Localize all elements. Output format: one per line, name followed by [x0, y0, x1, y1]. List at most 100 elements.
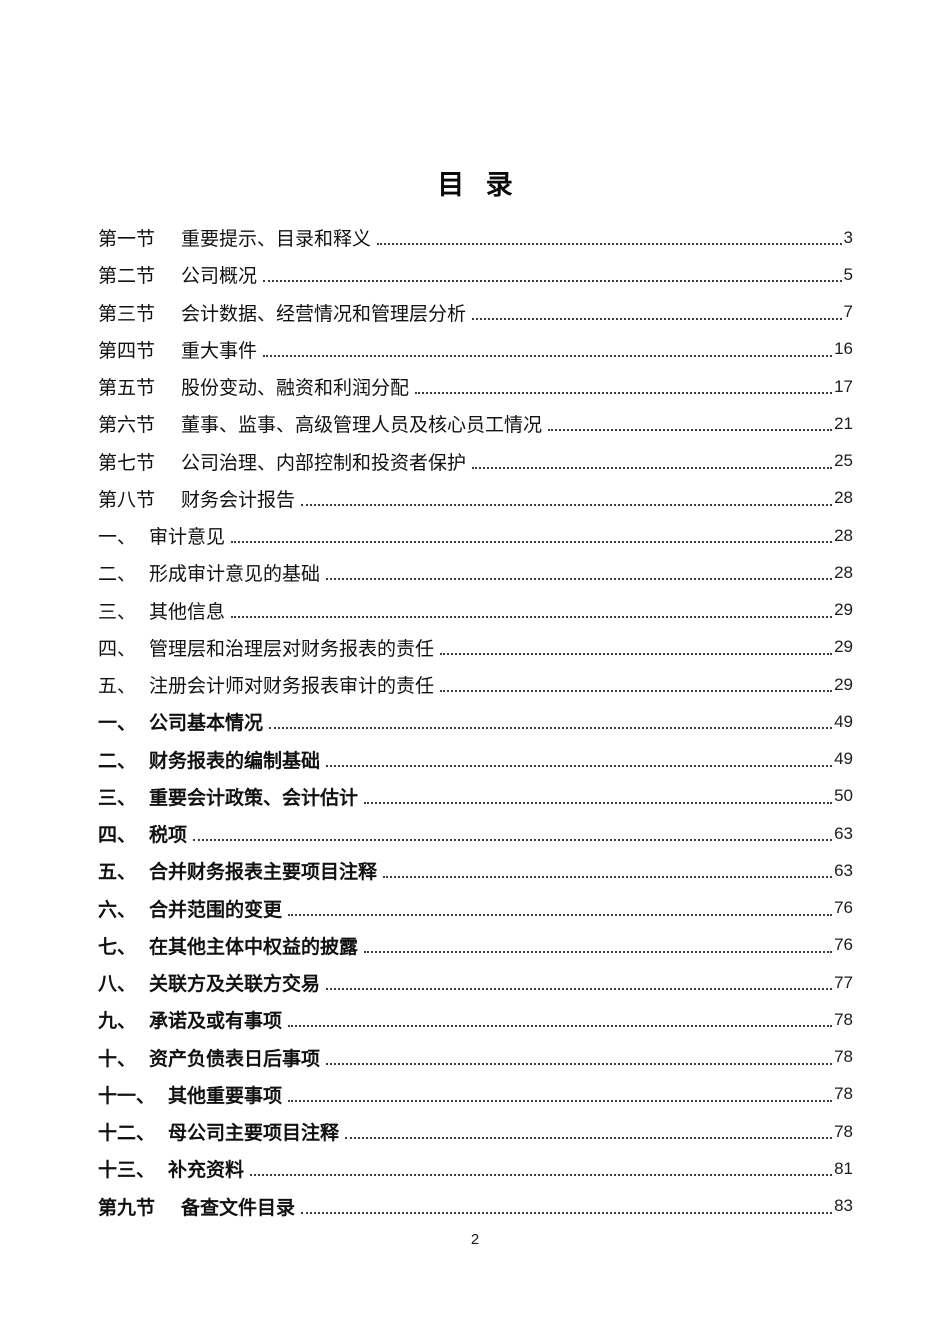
toc-entry-label: 十三、	[98, 1160, 156, 1182]
dot-leader-line	[472, 466, 833, 469]
toc-entry-label: 二、	[98, 564, 137, 586]
dot-leader-line	[231, 541, 833, 544]
table-of-contents: 第一节 重要提示、目录和释义 3 第二节 公司概况 5 第三节 会计数据、经营情…	[98, 219, 853, 1225]
dot-leader-line	[288, 1099, 833, 1102]
footer-page-number: 2	[470, 1231, 480, 1248]
toc-entry-page-number: 63	[834, 860, 853, 880]
toc-entry-label: 第四节	[98, 340, 156, 362]
dot-leader-line	[326, 578, 833, 581]
toc-entry-page-number: 29	[834, 637, 853, 657]
toc-entry-title: 重要提示、目录和释义	[181, 229, 372, 251]
toc-entry-label: 第一节	[98, 229, 156, 251]
toc-entry-label: 一、	[98, 713, 137, 735]
toc-entry-title: 形成审计意见的基础	[149, 564, 321, 586]
toc-entry-page-number: 77	[834, 972, 853, 992]
toc-entry-label: 十、	[98, 1048, 137, 1070]
toc-entry-title: 合并范围的变更	[149, 899, 283, 921]
toc-entry[interactable]: 第八节 财务会计报告 28	[98, 480, 853, 517]
toc-entry-title: 公司治理、内部控制和投资者保护	[181, 452, 467, 474]
toc-entry[interactable]: 十一、 其他重要事项 78	[98, 1076, 853, 1113]
dot-leader-line	[231, 615, 833, 618]
dot-leader-line	[548, 429, 833, 432]
toc-entry[interactable]: 十、 资产负债表日后事项 78	[98, 1039, 853, 1076]
toc-entry-title: 税项	[149, 825, 188, 847]
dot-leader-line	[377, 243, 842, 246]
toc-entry-label: 九、	[98, 1011, 137, 1033]
toc-entry-title: 财务报表的编制基础	[149, 750, 321, 772]
toc-entry[interactable]: 五、 注册会计师对财务报表审计的责任 29	[98, 666, 853, 703]
dot-leader-line	[301, 1211, 833, 1214]
toc-entry[interactable]: 三、 其他信息 29	[98, 592, 853, 629]
toc-entry-label: 第六节	[98, 415, 156, 437]
toc-entry[interactable]: 二、 财务报表的编制基础 49	[98, 741, 853, 778]
toc-entry-page-number: 49	[834, 749, 853, 769]
toc-entry-label: 三、	[98, 601, 137, 623]
toc-entry-page-number: 28	[834, 525, 853, 545]
toc-entry-label: 第五节	[98, 378, 156, 400]
dot-leader-line	[263, 354, 833, 357]
dot-leader-line	[301, 503, 833, 506]
toc-entry[interactable]: 第九节 备查文件目录 83	[98, 1188, 853, 1225]
dot-leader-line	[364, 801, 833, 804]
toc-entry[interactable]: 第二节 公司概况 5	[98, 256, 853, 293]
toc-entry-page-number: 29	[834, 600, 853, 620]
toc-entry[interactable]: 八、 关联方及关联方交易 77	[98, 964, 853, 1001]
toc-entry[interactable]: 第六节 董事、监事、高级管理人员及核心员工情况 21	[98, 405, 853, 442]
toc-entry-page-number: 16	[834, 339, 853, 359]
page-title: 目 录	[437, 170, 513, 200]
dot-leader-line	[193, 839, 833, 842]
toc-entry-page-number: 50	[834, 786, 853, 806]
toc-entry-label: 四、	[98, 825, 137, 847]
toc-entry-title: 在其他主体中权益的披露	[149, 936, 359, 958]
dot-leader-line	[440, 652, 833, 655]
toc-entry[interactable]: 二、 形成审计意见的基础 28	[98, 554, 853, 591]
toc-entry[interactable]: 五、 合并财务报表主要项目注释 63	[98, 852, 853, 889]
toc-entry-label: 六、	[98, 899, 137, 921]
toc-entry[interactable]: 第一节 重要提示、目录和释义 3	[98, 219, 853, 256]
dot-leader-line	[364, 950, 833, 953]
toc-entry-label: 第三节	[98, 303, 156, 325]
toc-entry[interactable]: 第五节 股份变动、融资和利润分配 17	[98, 368, 853, 405]
page-footer: 2	[0, 1231, 950, 1248]
dot-leader-line	[288, 913, 833, 916]
toc-entry[interactable]: 第七节 公司治理、内部控制和投资者保护 25	[98, 443, 853, 480]
toc-entry[interactable]: 一、 审计意见 28	[98, 517, 853, 554]
toc-entry[interactable]: 九、 承诺及或有事项 78	[98, 1001, 853, 1038]
toc-entry-title: 审计意见	[149, 527, 226, 549]
toc-entry[interactable]: 十二、 母公司主要项目注释 78	[98, 1113, 853, 1150]
toc-entry-page-number: 29	[834, 674, 853, 694]
toc-entry-label: 四、	[98, 638, 137, 660]
toc-entry[interactable]: 第三节 会计数据、经营情况和管理层分析 7	[98, 294, 853, 331]
toc-entry-page-number: 28	[834, 562, 853, 582]
toc-entry-page-number: 76	[834, 898, 853, 918]
toc-entry[interactable]: 十三、 补充资料 81	[98, 1150, 853, 1187]
toc-entry[interactable]: 七、 在其他主体中权益的披露 76	[98, 927, 853, 964]
toc-entry-label: 五、	[98, 676, 137, 698]
dot-leader-line	[263, 280, 842, 283]
toc-entry[interactable]: 四、 税项 63	[98, 815, 853, 852]
toc-entry-title: 管理层和治理层对财务报表的责任	[149, 638, 435, 660]
toc-entry-label: 五、	[98, 862, 137, 884]
toc-entry[interactable]: 四、 管理层和治理层对财务报表的责任 29	[98, 629, 853, 666]
toc-entry-page-number: 3	[843, 227, 853, 247]
toc-entry-page-number: 7	[843, 302, 853, 322]
toc-entry-title: 公司基本情况	[149, 713, 264, 735]
toc-entry-page-number: 63	[834, 823, 853, 843]
toc-entry-label: 十一、	[98, 1085, 156, 1107]
toc-entry-label: 第七节	[98, 452, 156, 474]
toc-entry[interactable]: 三、 重要会计政策、会计估计 50	[98, 778, 853, 815]
toc-entry[interactable]: 第四节 重大事件 16	[98, 331, 853, 368]
toc-entry[interactable]: 六、 合并范围的变更 76	[98, 890, 853, 927]
toc-entry-title: 合并财务报表主要项目注释	[149, 862, 378, 884]
dot-leader-line	[250, 1174, 833, 1177]
toc-entry-title: 补充资料	[168, 1160, 245, 1182]
toc-entry-title: 其他信息	[149, 601, 226, 623]
toc-entry-label: 十二、	[98, 1123, 156, 1145]
toc-entry-page-number: 78	[834, 1047, 853, 1067]
toc-entry[interactable]: 一、 公司基本情况 49	[98, 703, 853, 740]
toc-entry-title: 董事、监事、高级管理人员及核心员工情况	[181, 415, 543, 437]
toc-entry-page-number: 5	[843, 264, 853, 284]
toc-entry-page-number: 78	[834, 1084, 853, 1104]
toc-entry-label: 七、	[98, 936, 137, 958]
toc-entry-page-number: 49	[834, 711, 853, 731]
